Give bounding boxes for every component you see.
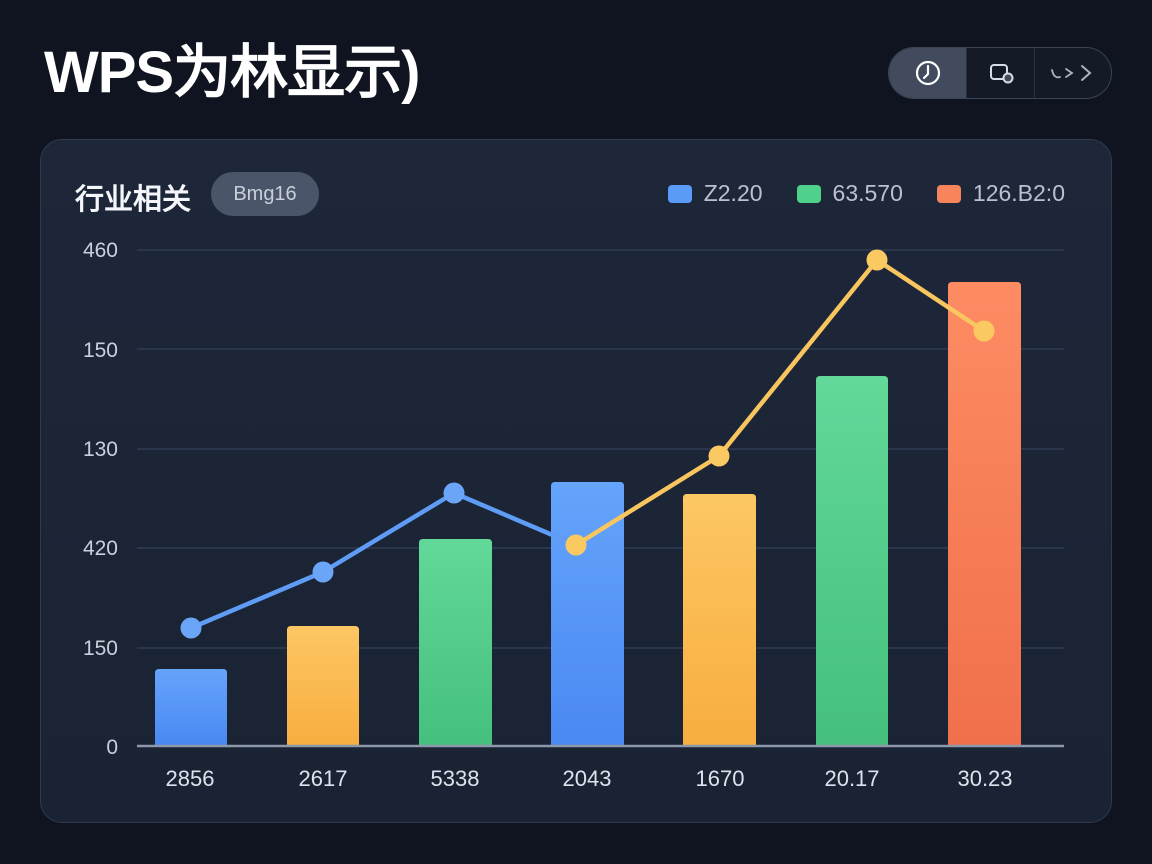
bar[interactable] [683, 494, 756, 746]
x-tick: 5338 [431, 766, 480, 791]
more-button[interactable] [1034, 48, 1111, 98]
clock-icon [915, 60, 940, 86]
legend-swatch-orange [936, 184, 961, 203]
x-tick: 20.17 [824, 766, 879, 791]
chart-title: 行业相关 [75, 184, 192, 216]
chart-badge[interactable]: Bmg16 [211, 172, 319, 216]
bar[interactable] [419, 539, 492, 746]
y-tick: 150 [83, 637, 118, 660]
page-title: WPS为林显示) [44, 40, 420, 105]
legend-item-green[interactable]: 63.570 [796, 180, 903, 207]
line-series-blue [180, 482, 579, 639]
bar[interactable] [155, 669, 227, 746]
data-point[interactable] [708, 445, 730, 467]
legend-item-blue[interactable]: Z2.20 [667, 180, 763, 207]
chart-legend: Z2.20 63.570 126.B2:0 [667, 180, 1065, 207]
data-point[interactable] [180, 617, 202, 639]
y-axis: 460 150 130 420 150 0 [83, 239, 118, 759]
legend-label: Z2.20 [703, 180, 763, 206]
y-tick: 150 [83, 339, 118, 362]
data-point[interactable] [973, 320, 995, 342]
legend-swatch-green [796, 184, 821, 203]
x-tick: 30.23 [957, 766, 1012, 791]
window-link-button[interactable] [966, 48, 1034, 98]
more-chevron-icon [1051, 65, 1092, 81]
legend-swatch-blue [667, 184, 692, 203]
y-tick: 460 [83, 239, 118, 262]
y-tick: 130 [83, 438, 118, 461]
legend-item-orange[interactable]: 126.B2:0 [936, 180, 1065, 207]
x-tick: 1670 [696, 766, 745, 791]
bar[interactable] [948, 282, 1021, 746]
x-tick: 2856 [166, 766, 215, 791]
x-tick: 2043 [563, 766, 612, 791]
data-point[interactable] [312, 561, 334, 583]
view-toolbar [888, 47, 1112, 99]
y-tick: 420 [83, 537, 118, 560]
data-point[interactable] [565, 534, 587, 556]
y-tick: 0 [106, 736, 118, 759]
data-point[interactable] [866, 249, 888, 271]
x-axis: 2856 2617 5338 2043 1670 20.17 30.23 [166, 766, 1013, 791]
legend-label: 126.B2:0 [972, 180, 1065, 206]
bar[interactable] [816, 376, 888, 746]
line-series-yellow [565, 249, 995, 556]
bars [155, 282, 1021, 746]
x-tick: 2617 [299, 766, 348, 791]
legend-label: 63.570 [832, 180, 903, 206]
data-point[interactable] [443, 482, 465, 504]
window-link-icon [989, 64, 1013, 84]
bar[interactable] [287, 626, 359, 746]
clock-view-button[interactable] [889, 48, 966, 98]
